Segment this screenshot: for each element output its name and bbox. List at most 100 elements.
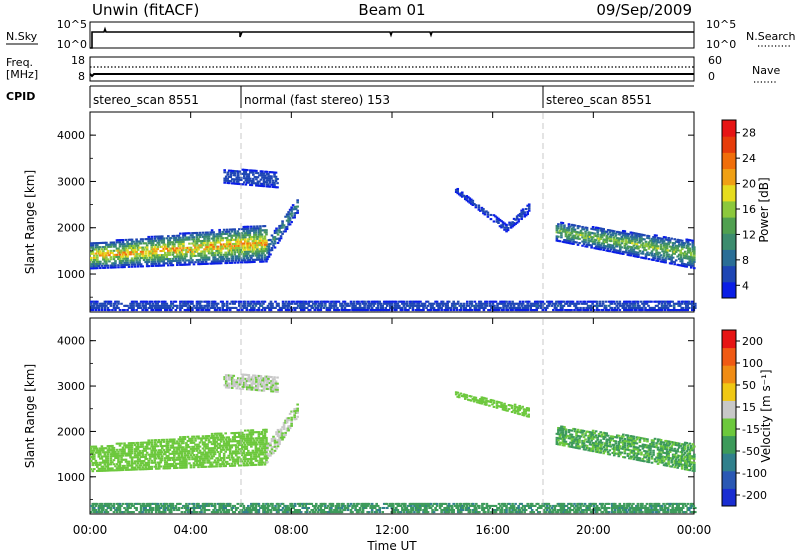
heatmap-cell	[207, 449, 211, 452]
heatmap-cell	[204, 308, 208, 312]
heatmap-cell	[242, 238, 246, 241]
heatmap-cell	[168, 306, 172, 309]
heatmap-cell	[539, 306, 543, 309]
heatmap-cell	[245, 435, 249, 438]
heatmap-cell	[500, 300, 504, 303]
heatmap-cell	[596, 243, 599, 246]
heatmap-cell	[147, 302, 150, 305]
heatmap-cell	[219, 243, 223, 246]
heatmap-cell	[248, 250, 252, 253]
heatmap-cell	[509, 222, 513, 225]
heatmap-cell	[241, 443, 244, 447]
heatmap-cell	[206, 241, 209, 244]
heatmap-cell	[210, 231, 214, 234]
heatmap-cell	[247, 244, 250, 247]
heatmap-cell	[407, 308, 410, 312]
heatmap-cell	[462, 306, 466, 309]
heatmap-cell	[261, 174, 264, 177]
heatmap-cell	[118, 262, 122, 265]
heatmap-cell	[120, 467, 123, 470]
heatmap-cell	[408, 300, 412, 303]
heatmap-cell	[647, 304, 650, 307]
power-ytick-label: 1000	[57, 268, 85, 281]
heatmap-cell	[246, 177, 249, 180]
heatmap-cell	[263, 430, 267, 433]
heatmap-cell	[127, 462, 131, 465]
heatmap-cell	[90, 455, 93, 458]
heatmap-cell	[404, 302, 407, 305]
heatmap-cell	[234, 431, 238, 434]
heatmap-cell	[254, 449, 258, 452]
heatmap-cell	[640, 237, 643, 240]
heatmap-cell	[135, 253, 138, 256]
heatmap-cell	[257, 244, 261, 247]
heatmap-cell	[170, 452, 173, 455]
heatmap-cell	[600, 227, 604, 230]
heatmap-cell	[129, 456, 132, 459]
heatmap-cell	[293, 308, 297, 312]
heatmap-cell	[102, 461, 105, 464]
heatmap-cell	[195, 443, 199, 446]
heatmap-cell	[257, 231, 261, 234]
heatmap-cell	[251, 227, 255, 230]
heatmap-cell	[276, 241, 280, 244]
heatmap-cell	[324, 302, 327, 305]
heatmap-cell	[173, 467, 176, 470]
freq-label-bottom: [MHz]	[6, 68, 38, 81]
heatmap-cell	[322, 300, 326, 303]
heatmap-cell	[192, 240, 196, 243]
heatmap-cell	[183, 454, 187, 457]
heatmap-cell	[250, 455, 253, 458]
heatmap-cell	[204, 437, 208, 440]
heatmap-cell	[295, 306, 298, 309]
heatmap-cell	[176, 255, 179, 258]
heatmap-cell	[450, 302, 454, 305]
heatmap-cell	[352, 308, 356, 312]
heatmap-cell	[655, 253, 658, 256]
heatmap-cell	[150, 254, 153, 257]
heatmap-cell	[201, 258, 205, 261]
heatmap-cell	[133, 246, 137, 249]
heatmap-cell	[269, 306, 273, 309]
heatmap-cell	[333, 304, 336, 307]
heatmap-cell	[162, 449, 166, 452]
heatmap-cell	[498, 218, 502, 222]
heatmap-cell	[248, 437, 252, 440]
heatmap-cell	[162, 264, 166, 267]
heatmap-cell	[197, 263, 200, 266]
heatmap-cell	[232, 172, 236, 175]
heatmap-cell	[150, 237, 153, 240]
heatmap-cell	[598, 304, 602, 307]
heatmap-cell	[627, 304, 631, 307]
heatmap-cell	[567, 227, 571, 230]
heatmap-cell	[678, 304, 682, 307]
heatmap-cell	[639, 306, 643, 309]
heatmap-cell	[233, 383, 237, 386]
heatmap-cell	[279, 224, 283, 227]
heatmap-cell	[268, 185, 272, 188]
heatmap-cell	[106, 258, 110, 261]
heatmap-cell	[148, 300, 152, 303]
heatmap-cell	[106, 245, 110, 248]
heatmap-cell	[94, 300, 98, 303]
heatmap-cell	[272, 435, 275, 438]
heatmap-cell	[121, 448, 125, 451]
heatmap-cell	[505, 230, 508, 233]
heatmap-cell	[247, 304, 250, 307]
heatmap-cell	[485, 302, 489, 305]
heatmap-cell	[123, 448, 126, 451]
heatmap-cell	[129, 444, 132, 447]
heatmap-cell	[141, 265, 144, 268]
heatmap-cell	[398, 304, 401, 307]
heatmap-cell	[251, 300, 255, 303]
heatmap-cell	[171, 247, 175, 250]
heatmap-cell	[641, 250, 645, 253]
heatmap-cell	[503, 302, 507, 305]
heatmap-cell	[179, 300, 182, 303]
heatmap-cell	[244, 183, 248, 186]
heatmap-cell	[260, 463, 264, 466]
heatmap-cell	[216, 446, 220, 449]
heatmap-cell	[192, 435, 196, 438]
heatmap-cell	[242, 433, 246, 436]
heatmap-cell	[90, 308, 93, 312]
